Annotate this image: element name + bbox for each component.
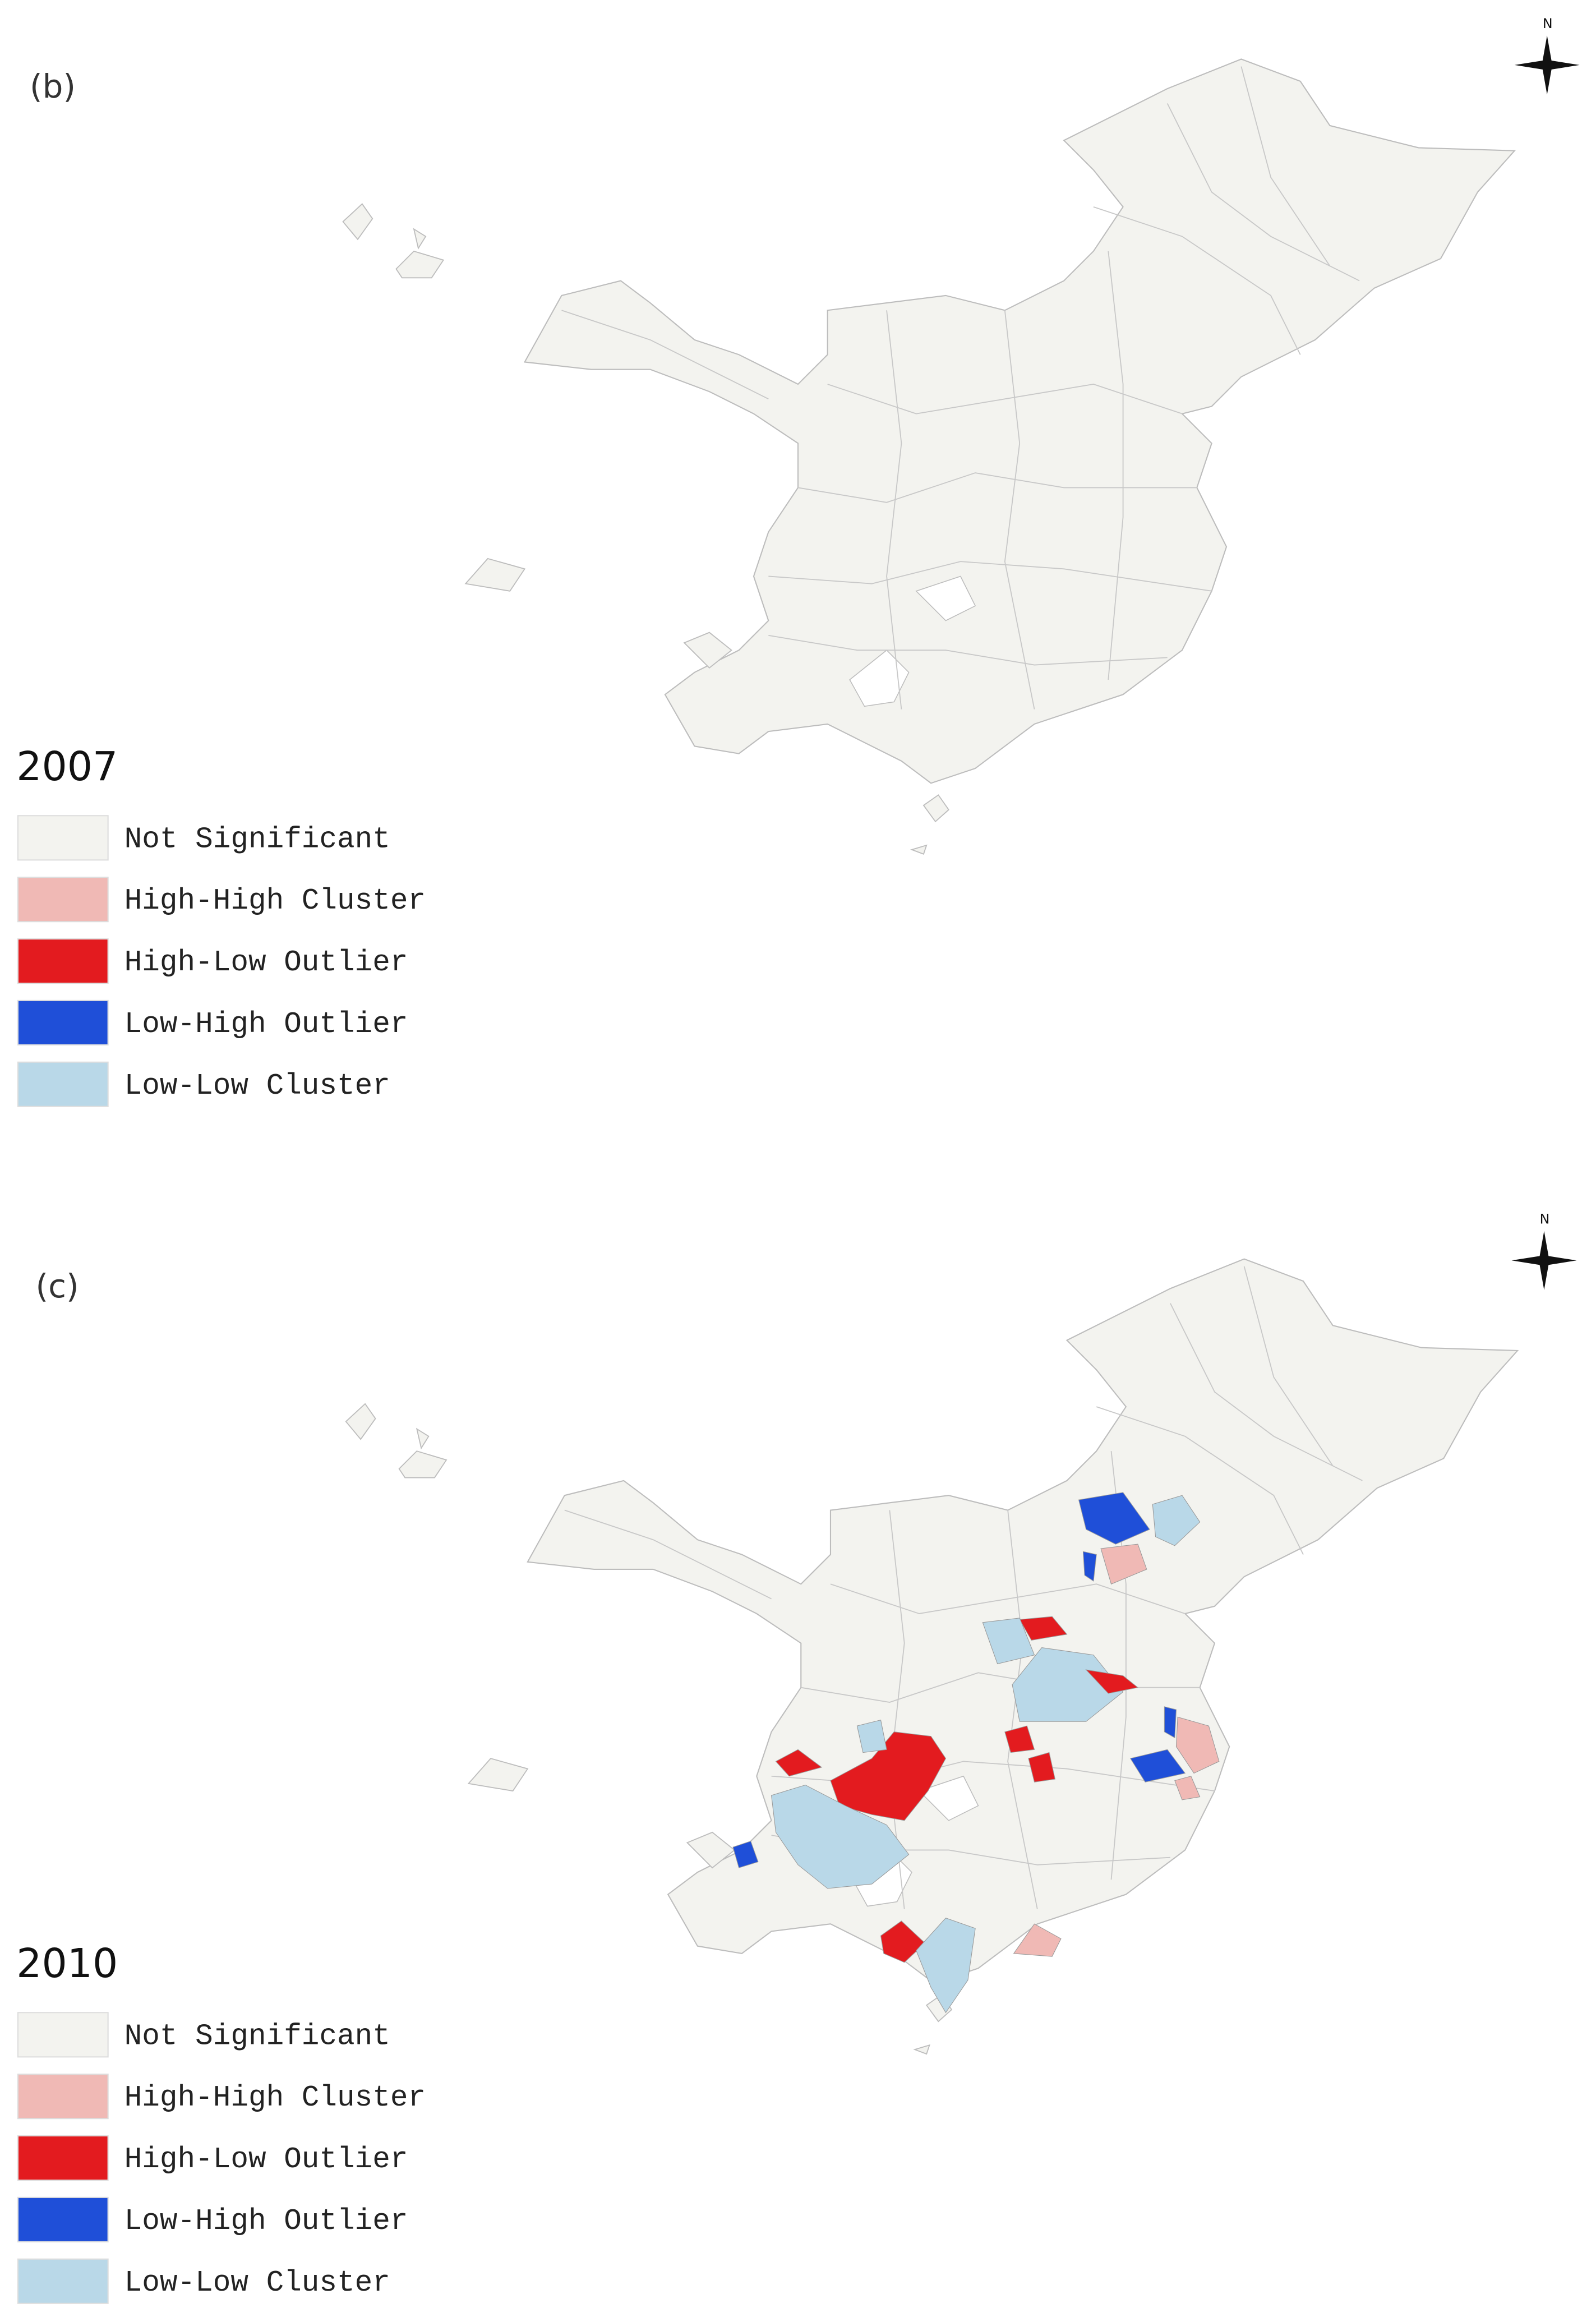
- legend-label: Not Significant: [124, 822, 390, 856]
- north-label: N: [1543, 16, 1553, 31]
- legend-swatch: [17, 2012, 109, 2058]
- region: [1164, 1706, 1177, 1739]
- region: [1013, 1923, 1062, 1957]
- region: [1012, 1647, 1124, 1722]
- region: [1100, 1544, 1147, 1584]
- legend-swatch: [17, 2135, 109, 2181]
- region: [1082, 1551, 1097, 1582]
- north-label: N: [1540, 1211, 1550, 1227]
- legend-title: 2007: [16, 743, 118, 790]
- region: [1129, 1749, 1186, 1782]
- panel-label: (b): [30, 67, 76, 105]
- legend-swatch: [17, 938, 109, 984]
- region: [1085, 1669, 1139, 1694]
- legend-label: High-Low Outlier: [124, 946, 408, 979]
- region: [1004, 1725, 1035, 1753]
- region: [771, 1784, 910, 1889]
- legend-label: High-Low Outlier: [124, 2143, 408, 2176]
- region: [1078, 1492, 1150, 1545]
- region: [916, 1918, 976, 2014]
- legend-swatch: [17, 1061, 109, 1107]
- legend-title: 2010: [16, 1940, 118, 1987]
- legend-label: Low-High Outlier: [124, 2204, 408, 2238]
- legend-label: High-High Cluster: [124, 884, 426, 918]
- legend-swatch: [17, 2196, 109, 2242]
- region: [1019, 1616, 1068, 1641]
- legend-label: Low-High Outlier: [124, 1007, 408, 1041]
- legend-label: Not Significant: [124, 2019, 390, 2053]
- region: [982, 1618, 1035, 1665]
- region: [775, 1749, 823, 1777]
- region: [732, 1841, 759, 1868]
- legend-swatch: [17, 877, 109, 923]
- legend-label: Low-Low Cluster: [124, 2266, 390, 2300]
- legend-label: Low-Low Cluster: [124, 1069, 390, 1103]
- region: [880, 1920, 926, 1963]
- legend-swatch: [17, 815, 109, 861]
- legend-swatch: [17, 2074, 109, 2120]
- map-2010: [345, 1258, 1519, 2055]
- region: [1028, 1752, 1056, 1782]
- map-2007: [342, 58, 1515, 855]
- region: [1175, 1716, 1220, 1774]
- region: [1152, 1495, 1201, 1546]
- panel-label: (c): [36, 1267, 79, 1305]
- legend-label: High-High Cluster: [124, 2081, 426, 2115]
- legend-swatch: [17, 2258, 109, 2304]
- legend-swatch: [17, 999, 109, 1045]
- compass: N: [1511, 1211, 1577, 1290]
- region: [1174, 1776, 1201, 1800]
- region: [856, 1719, 887, 1753]
- compass: N: [1514, 16, 1580, 95]
